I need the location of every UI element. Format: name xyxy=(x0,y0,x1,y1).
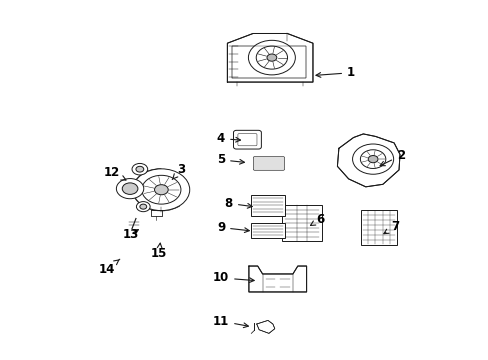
Polygon shape xyxy=(337,134,399,187)
Circle shape xyxy=(367,156,377,163)
FancyBboxPatch shape xyxy=(233,130,261,149)
Bar xyxy=(251,195,284,216)
Text: 10: 10 xyxy=(212,271,254,284)
Text: 1: 1 xyxy=(315,66,354,79)
Text: 5: 5 xyxy=(217,153,244,166)
Text: 15: 15 xyxy=(150,243,167,260)
Text: 8: 8 xyxy=(224,197,252,210)
Polygon shape xyxy=(227,33,312,82)
Polygon shape xyxy=(248,266,306,292)
Text: 9: 9 xyxy=(217,221,249,234)
Text: 3: 3 xyxy=(172,163,184,180)
Text: 6: 6 xyxy=(310,213,324,226)
Text: 12: 12 xyxy=(103,166,126,180)
Circle shape xyxy=(360,150,385,168)
Circle shape xyxy=(248,40,295,75)
Bar xyxy=(282,205,322,241)
Text: 11: 11 xyxy=(212,315,248,328)
Text: 14: 14 xyxy=(98,259,120,276)
Circle shape xyxy=(266,54,276,61)
Polygon shape xyxy=(150,210,162,216)
Bar xyxy=(251,223,284,238)
Text: 7: 7 xyxy=(383,220,398,234)
Circle shape xyxy=(140,204,146,209)
FancyBboxPatch shape xyxy=(253,157,284,170)
Circle shape xyxy=(136,202,150,212)
Circle shape xyxy=(142,175,181,204)
Circle shape xyxy=(116,179,143,199)
Text: 4: 4 xyxy=(217,132,240,145)
FancyBboxPatch shape xyxy=(237,134,257,146)
Circle shape xyxy=(256,46,287,69)
Circle shape xyxy=(136,166,143,172)
Polygon shape xyxy=(256,320,274,333)
Circle shape xyxy=(133,169,189,211)
Bar xyxy=(360,210,396,245)
Polygon shape xyxy=(232,46,305,78)
Circle shape xyxy=(122,183,138,194)
Circle shape xyxy=(132,163,147,175)
Circle shape xyxy=(352,144,393,174)
Text: 2: 2 xyxy=(379,149,404,166)
Text: 13: 13 xyxy=(122,228,139,240)
Circle shape xyxy=(154,185,168,195)
